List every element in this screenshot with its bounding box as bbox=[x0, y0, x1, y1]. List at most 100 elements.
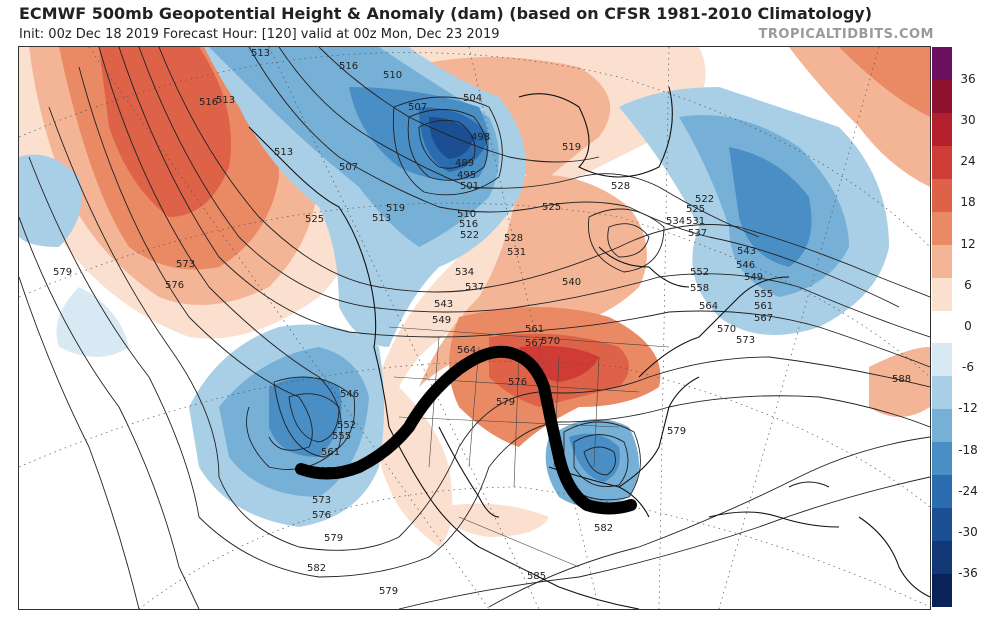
colorbar-tick-label: -30 bbox=[958, 524, 978, 539]
contour-label: 504 bbox=[463, 93, 482, 104]
contour-label: 522 bbox=[460, 230, 479, 241]
contour-label: 534 bbox=[455, 267, 474, 278]
contour-label: 516 bbox=[459, 219, 478, 230]
colorbar-tick-label: 12 bbox=[960, 236, 976, 251]
contour-label: 588 bbox=[892, 374, 911, 385]
contour-label: 510 bbox=[457, 209, 476, 220]
colorbar-segment bbox=[932, 508, 952, 542]
contour-label: 555 bbox=[754, 289, 773, 300]
contour-label: 525 bbox=[686, 204, 705, 215]
contour-label: 501 bbox=[460, 181, 479, 192]
contour-label: 498 bbox=[471, 132, 490, 143]
contour-label: 549 bbox=[744, 272, 763, 283]
contour-label: 495 bbox=[457, 170, 476, 181]
contour-label: 573 bbox=[736, 335, 755, 346]
contour-label: 516 bbox=[339, 61, 358, 72]
contour-label: 552 bbox=[690, 267, 709, 278]
colorbar-segment bbox=[932, 112, 952, 147]
colorbar-segment bbox=[932, 310, 952, 344]
colorbar-segment bbox=[932, 79, 952, 114]
contour-label: 528 bbox=[504, 233, 523, 244]
contour-label: 570 bbox=[541, 336, 560, 347]
colorbar-segment bbox=[932, 145, 952, 180]
colorbar-tick-label: 6 bbox=[964, 277, 972, 292]
chart-title: ECMWF 500mb Geopotential Height & Anomal… bbox=[19, 4, 873, 23]
contour-label: 489 bbox=[455, 158, 474, 169]
contour-label: 579 bbox=[667, 426, 686, 437]
colorbar-tick-label: 24 bbox=[960, 154, 976, 169]
contour-label: 573 bbox=[176, 259, 195, 270]
contour-label: 558 bbox=[690, 283, 709, 294]
contour-label: 555 bbox=[332, 431, 351, 442]
colorbar-segment bbox=[932, 475, 952, 509]
contour-label: 513 bbox=[274, 147, 293, 158]
colorbar-segment bbox=[932, 541, 952, 575]
contour-label: 537 bbox=[688, 228, 707, 239]
contour-label: 546 bbox=[736, 260, 755, 271]
map-panel: 513 516 510 513 516 507 504 498 489 495 … bbox=[18, 46, 931, 610]
contour-label: 567 bbox=[754, 313, 773, 324]
contour-label: 513 bbox=[372, 213, 391, 224]
contour-label: 546 bbox=[340, 389, 359, 400]
colorbar-tick-label: 0 bbox=[964, 319, 972, 333]
contour-label: 516 bbox=[199, 97, 218, 108]
contour-label: 528 bbox=[611, 181, 630, 192]
colorbar-tick-label: -36 bbox=[958, 566, 978, 581]
colorbar-tick-label: -6 bbox=[962, 360, 974, 375]
contour-label: 519 bbox=[562, 142, 581, 153]
contour-label: 543 bbox=[737, 246, 756, 257]
contour-label: 576 bbox=[508, 377, 527, 388]
height-contours bbox=[19, 47, 930, 609]
contour-label: 561 bbox=[321, 447, 340, 458]
contour-label: 552 bbox=[337, 420, 356, 431]
anomaly-colorbar bbox=[932, 47, 952, 608]
colorbar-tick-label: 30 bbox=[960, 113, 976, 128]
contour-label: 576 bbox=[312, 510, 331, 521]
colorbar-tick-label: 18 bbox=[960, 195, 976, 210]
contour-label: 510 bbox=[383, 70, 402, 81]
contour-label: 570 bbox=[717, 324, 736, 335]
colorbar-segment bbox=[932, 343, 952, 377]
contour-label: 582 bbox=[594, 523, 613, 534]
colorbar-tick-label: 36 bbox=[960, 71, 976, 86]
colorbar-segment bbox=[932, 574, 952, 608]
latlon-grid bbox=[19, 47, 930, 609]
contour-label: 519 bbox=[386, 203, 405, 214]
contour-label: 531 bbox=[507, 247, 526, 258]
colorbar-tick-label: -24 bbox=[958, 483, 978, 498]
contour-label: 561 bbox=[525, 324, 544, 335]
chart-subtitle: Init: 00z Dec 18 2019 Forecast Hour: [12… bbox=[19, 27, 500, 42]
colorbar-segment bbox=[932, 409, 952, 443]
contour-label: 576 bbox=[165, 280, 184, 291]
colorbar-segment bbox=[932, 277, 952, 312]
contour-label: 531 bbox=[686, 216, 705, 227]
contour-label: 537 bbox=[465, 282, 484, 293]
colorbar-segment bbox=[932, 442, 952, 476]
contour-label: 561 bbox=[754, 301, 773, 312]
source-credit: TROPICALTIDBITS.COM bbox=[758, 27, 934, 42]
colorbar-segment bbox=[932, 178, 952, 213]
contour-label: 582 bbox=[307, 563, 326, 574]
contour-label: 564 bbox=[457, 345, 476, 356]
jet-stream-annotation bbox=[295, 345, 637, 515]
contour-label: 513 bbox=[251, 48, 270, 59]
contour-label: 507 bbox=[408, 102, 427, 113]
contour-labels: 513 516 510 513 516 507 504 498 489 495 … bbox=[53, 48, 911, 597]
contour-label: 579 bbox=[324, 533, 343, 544]
contour-label: 573 bbox=[312, 495, 331, 506]
contour-label: 540 bbox=[562, 277, 581, 288]
contour-label: 579 bbox=[53, 267, 72, 278]
colorbar-segment bbox=[932, 211, 952, 246]
contour-label: 579 bbox=[379, 586, 398, 597]
contour-label: 579 bbox=[496, 397, 515, 408]
colorbar-tick-label: -12 bbox=[958, 401, 978, 416]
contour-label: 549 bbox=[432, 315, 451, 326]
contour-label: 507 bbox=[339, 162, 358, 173]
contour-label: 525 bbox=[542, 202, 561, 213]
colorbar-segment bbox=[932, 376, 952, 410]
colorbar-tick-label: -18 bbox=[958, 442, 978, 457]
contour-label: 522 bbox=[695, 194, 714, 205]
contour-label: 567 bbox=[525, 338, 544, 349]
colorbar-segment bbox=[932, 47, 952, 81]
contour-label: 585 bbox=[527, 571, 546, 582]
